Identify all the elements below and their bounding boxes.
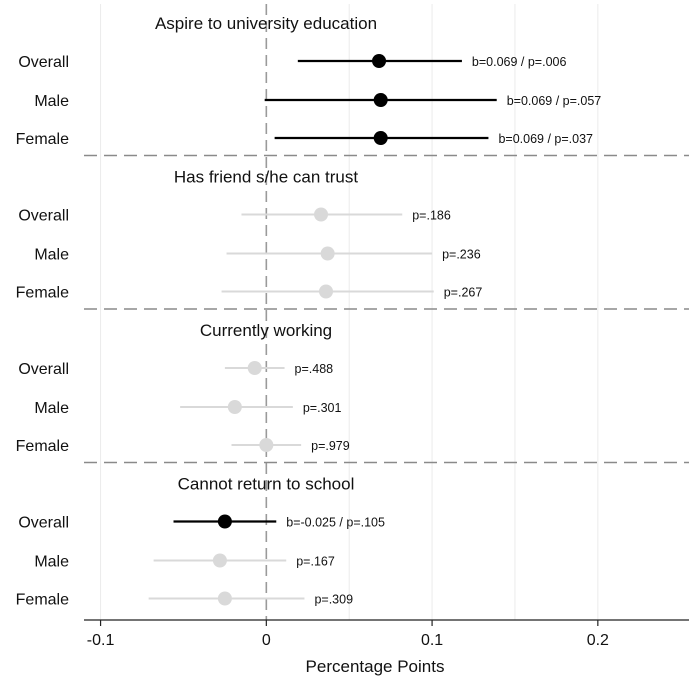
row-label: Male (34, 247, 69, 264)
point-estimate (373, 131, 388, 145)
row-label: Overall (18, 54, 69, 71)
point-estimate (373, 93, 388, 107)
point-estimate (227, 400, 242, 414)
panel: Cannot return to school Overall b=-0.025 /… (16, 475, 385, 609)
estimate-annotation: p=.267 (444, 286, 483, 300)
point-estimate (217, 514, 232, 529)
x-axis-label: Percentage Points (306, 657, 445, 676)
row-label: Female (16, 131, 69, 148)
point-estimate (259, 438, 274, 452)
row-label: Female (16, 438, 69, 455)
row-label: Overall (18, 361, 69, 378)
panels: Aspire to university education Overall b=0… (16, 14, 602, 609)
x-tick-label: 0.2 (587, 632, 609, 649)
panel-title: Currently working (200, 321, 332, 340)
estimate-annotation: p=.301 (303, 401, 342, 415)
point-estimate (217, 591, 232, 606)
estimate-annotation: b=-0.025 / p=.105 (286, 516, 385, 530)
panel-separators (84, 154, 689, 464)
row-label: Male (34, 93, 69, 110)
point-estimate (314, 207, 329, 222)
estimate-annotation: b=0.069 / p=.057 (507, 94, 602, 108)
panel-title: Aspire to university education (155, 14, 377, 33)
estimate-annotation: p=.236 (442, 248, 481, 262)
panel: Currently working Overall p=.488 Male p=.301… (16, 321, 350, 455)
estimate-annotation: p=.167 (296, 555, 335, 569)
point-estimate (372, 54, 387, 68)
x-tick-label: -0.1 (87, 632, 115, 649)
point-estimate (320, 246, 335, 261)
estimate-annotation: b=0.069 / p=.006 (472, 55, 567, 69)
estimate-annotation: p=.186 (412, 209, 451, 223)
row-label: Overall (18, 515, 69, 532)
point-estimate (247, 361, 262, 375)
estimate-annotation: p=.979 (311, 439, 350, 453)
panel: Has friend s/he can trust Overall p=.186 Ma… (16, 168, 483, 302)
panel-title: Cannot return to school (178, 475, 355, 494)
estimate-annotation: p=.309 (314, 593, 353, 607)
x-axis: -0.1 0 0.1 0.2 (84, 619, 689, 649)
x-tick-label: 0.1 (421, 632, 443, 649)
row-label: Female (16, 592, 69, 609)
x-tick-label: 0 (262, 632, 271, 649)
grid-lines (100, 4, 599, 620)
panel: Aspire to university education Overall b=0… (16, 14, 602, 148)
estimate-annotation: b=0.069 / p=.037 (498, 132, 593, 146)
row-label: Overall (18, 208, 69, 225)
estimate-annotation: p=.488 (295, 362, 334, 376)
row-label: Male (34, 400, 69, 417)
point-estimate (319, 284, 333, 299)
panel-title: Has friend s/he can trust (174, 168, 359, 187)
row-label: Male (34, 554, 69, 571)
point-estimate (212, 553, 227, 568)
row-label: Female (16, 285, 69, 302)
